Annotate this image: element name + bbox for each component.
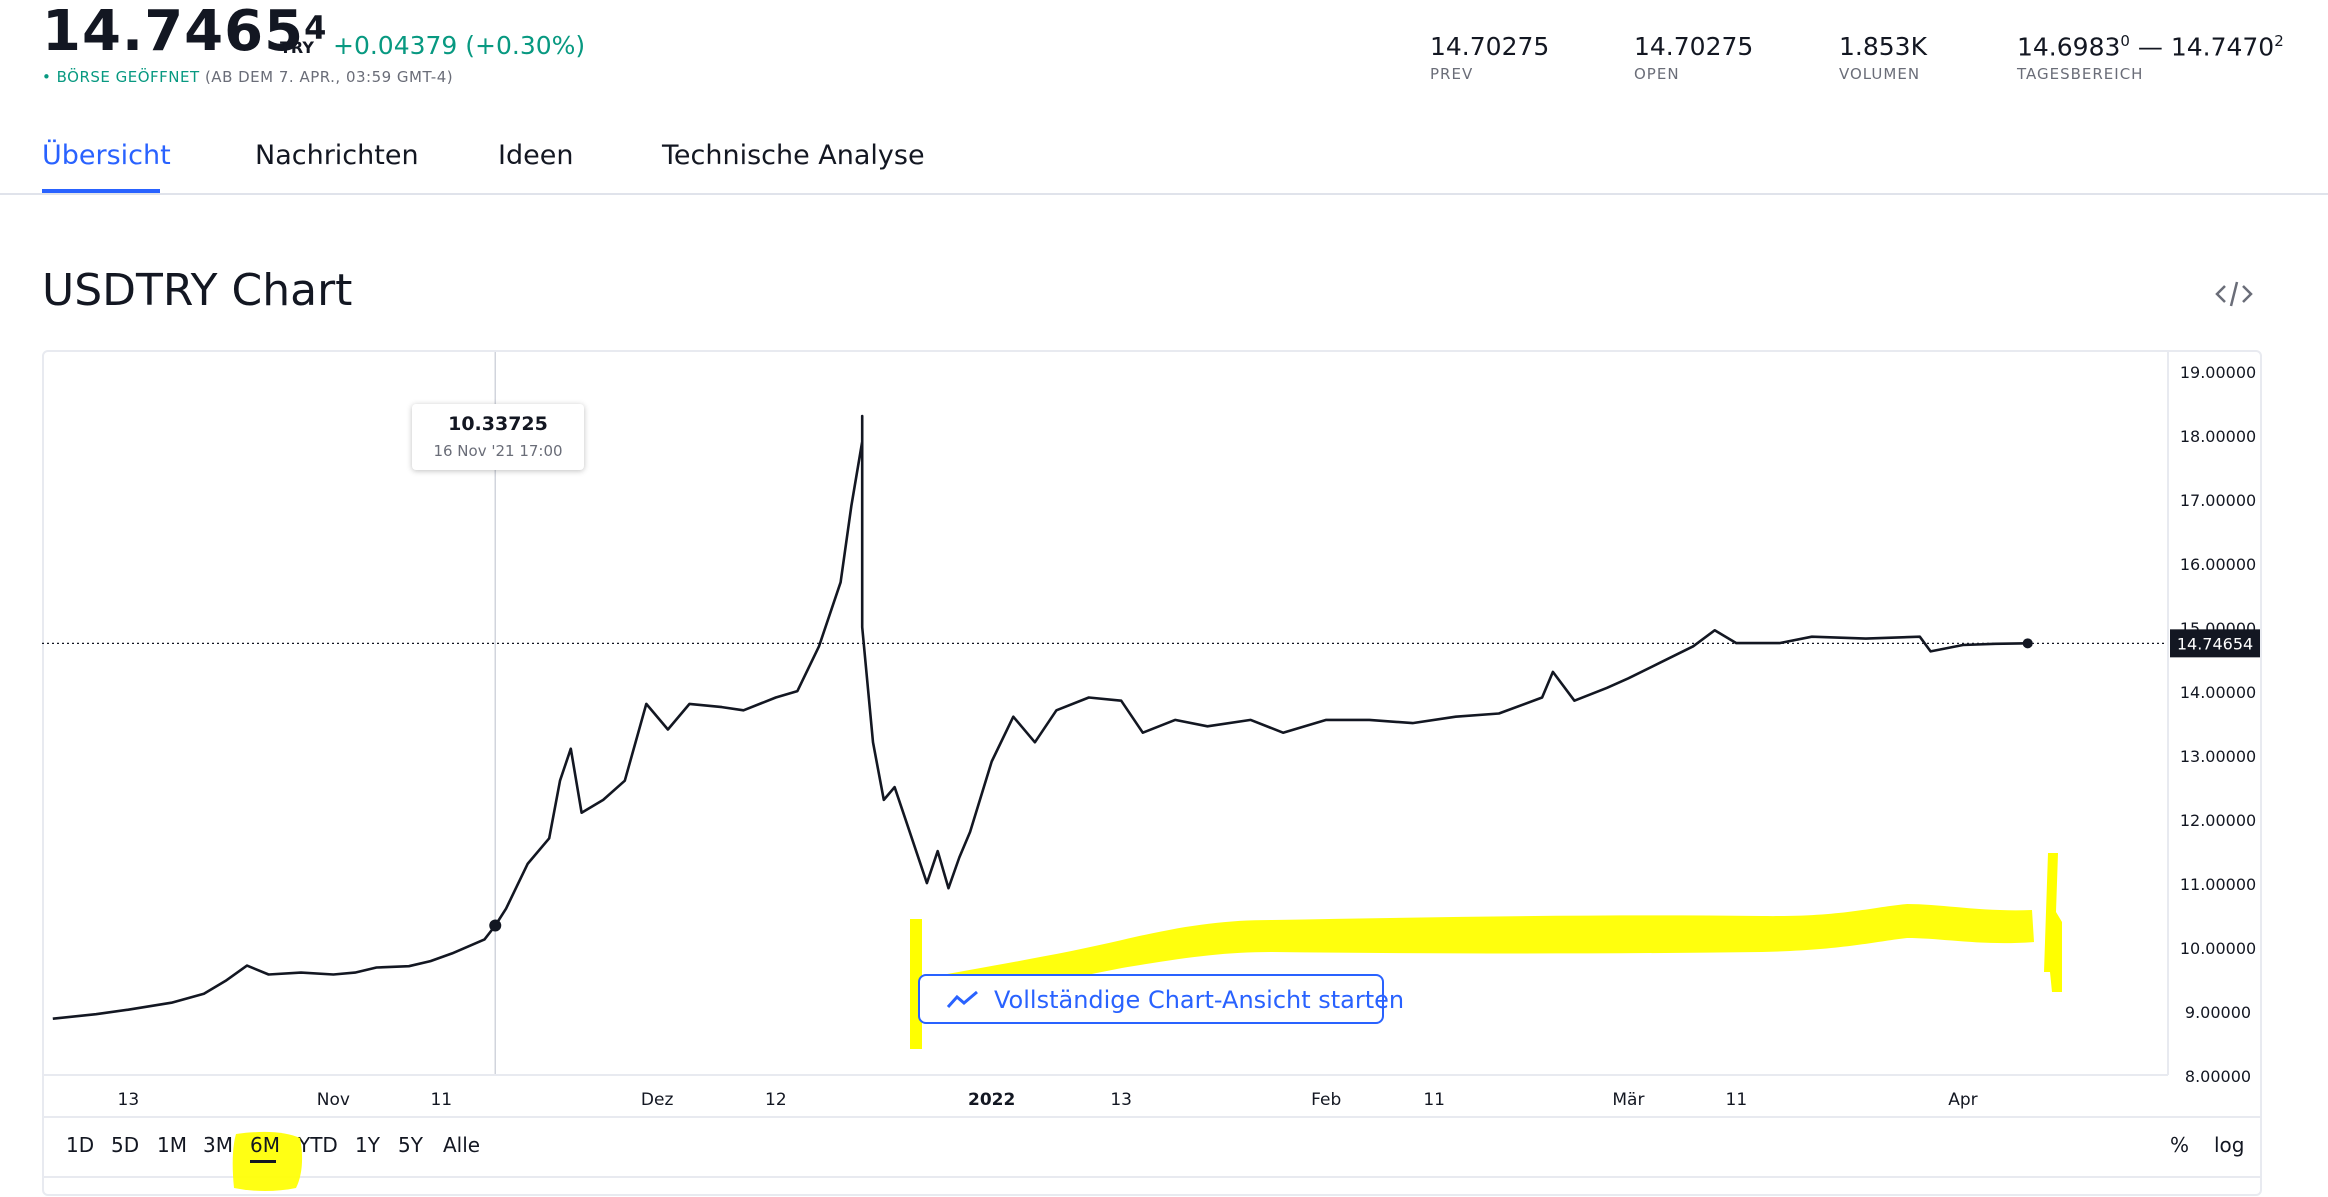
crosshair-point-marker <box>489 919 502 932</box>
tab-ideas[interactable]: Ideen <box>498 140 574 171</box>
x-tick-label: 13 <box>118 1090 140 1110</box>
stat-day-range: 14.69830 — 14.74702 TAGESBEREICH <box>2017 32 2284 83</box>
price-change: +0.04379 (+0.30%) <box>333 31 586 60</box>
stat-prev: 14.70275 PREV <box>1430 32 1549 83</box>
marker-points: 14.74654 <box>489 629 2260 932</box>
x-tick-label: 2022 <box>968 1090 1015 1110</box>
scale-log-button[interactable]: log <box>2214 1133 2245 1157</box>
y-tick-label: 17.00000 <box>2180 491 2256 510</box>
range-6m-label-overlay: 6M <box>250 1133 280 1157</box>
x-tick-label: Apr <box>1948 1090 1977 1110</box>
x-tick-label: Mär <box>1612 1090 1644 1110</box>
y-tick-label: 16.00000 <box>2180 555 2256 574</box>
market-status: • BÖRSE GEÖFFNET (AB DEM 7. APR., 03:59 … <box>42 68 453 86</box>
x-axis: 13 Nov 11 Dez 12 2022 13 Feb 11 Mär 11 Apr <box>42 1074 2168 1110</box>
x-tick-label: 11 <box>1726 1090 1748 1110</box>
y-tick-label: 14.00000 <box>2180 683 2256 702</box>
chart-title: USDTRY Chart <box>42 265 353 316</box>
market-status-text: • BÖRSE GEÖFFNET <box>42 68 200 86</box>
stat-day-range-label: TAGESBEREICH <box>2017 65 2144 84</box>
last-point-marker <box>2022 638 2033 649</box>
x-tick-label: Dez <box>641 1090 674 1110</box>
stat-volume: 1.853K VOLUMEN <box>1839 32 1927 83</box>
y-axis: 8.00000 9.00000 10.00000 11.00000 12.00000 13… <box>2167 352 2256 1086</box>
tooltip-date: 16 Nov '21 17:00 <box>433 442 563 460</box>
x-tick-label: Nov <box>317 1090 350 1110</box>
y-tick-label: 11.00000 <box>2180 875 2256 894</box>
tooltip-value: 10.33725 <box>448 413 548 435</box>
scale-percent-button[interactable]: % <box>2170 1133 2190 1157</box>
stat-prev-value: 14.70275 <box>1430 32 1550 61</box>
stat-open-label: OPEN <box>1634 65 1680 83</box>
x-tick-label: 11 <box>1423 1090 1445 1110</box>
stat-day-range-value: 14.69830 — 14.74702 <box>2017 32 2284 62</box>
range-3m[interactable]: 3M <box>203 1133 233 1157</box>
currency-label: TRY <box>280 38 314 57</box>
crosshair-tooltip: 10.33725 16 Nov '21 17:00 <box>412 404 584 470</box>
price-series-line <box>52 414 2028 1020</box>
stat-open-value: 14.70275 <box>1634 32 1754 61</box>
current-price-tag <box>2170 629 2260 658</box>
range-toolbar-bottom-border <box>44 1176 2260 1178</box>
tab-overview[interactable]: Übersicht <box>42 140 171 171</box>
market-status-time: (AB DEM 7. APR., 03:59 GMT-4) <box>204 68 454 86</box>
stat-prev-label: PREV <box>1430 65 1474 83</box>
tab-news[interactable]: Nachrichten <box>255 140 419 171</box>
y-tick-label: 13.00000 <box>2180 747 2256 766</box>
stat-volume-label: VOLUMEN <box>1839 65 1921 83</box>
chart-canvas[interactable]: 8.00000 9.00000 10.00000 11.00000 12.00000 13… <box>42 352 2260 1194</box>
range-1d[interactable]: 1D <box>66 1133 95 1157</box>
highlight-right-bar <box>2044 853 2062 992</box>
y-tick-label: 10.00000 <box>2180 939 2256 958</box>
stat-volume-value: 1.853K <box>1839 32 1927 61</box>
tabs-divider <box>0 193 2328 195</box>
x-tick-label: Feb <box>1311 1090 1341 1110</box>
trend-line-icon <box>946 988 980 1018</box>
full-chart-button[interactable]: Vollständige Chart-Ansicht starten <box>918 974 1404 1024</box>
y-tick-label: 19.00000 <box>2180 363 2256 382</box>
code-embed-icon[interactable] <box>2214 276 2254 312</box>
range-all[interactable]: Alle <box>443 1133 481 1157</box>
y-tick-label: 9.00000 <box>2185 1003 2251 1022</box>
range-ytd[interactable]: YTD <box>298 1133 338 1157</box>
range-5d[interactable]: 5D <box>111 1133 140 1157</box>
stat-open: 14.70275 OPEN <box>1634 32 1753 83</box>
y-tick-label: 18.00000 <box>2180 427 2256 446</box>
active-tab-indicator <box>42 189 160 193</box>
x-tick-label: 11 <box>430 1090 452 1110</box>
current-price-tag-label: 14.74654 <box>2177 634 2253 653</box>
range-1y[interactable]: 1Y <box>355 1133 380 1157</box>
range-1m[interactable]: 1M <box>157 1133 187 1157</box>
range-6m-underline <box>250 1160 276 1163</box>
x-tick-label: 12 <box>765 1090 787 1110</box>
full-chart-button-label: Vollständige Chart-Ansicht starten <box>994 986 1405 1014</box>
y-tick-label: 12.00000 <box>2180 811 2256 830</box>
range-toolbar-divider <box>44 1116 2260 1118</box>
x-tick-label: 13 <box>1110 1090 1132 1110</box>
tab-technical-analysis[interactable]: Technische Analyse <box>662 140 925 171</box>
highlight-band <box>914 904 2034 1004</box>
series-path <box>52 414 2028 1020</box>
current-price: 14.74654 <box>42 0 328 64</box>
chart-container <box>42 350 2262 1196</box>
y-tick-label: 8.00000 <box>2185 1067 2251 1086</box>
range-5y[interactable]: 5Y <box>398 1133 423 1157</box>
